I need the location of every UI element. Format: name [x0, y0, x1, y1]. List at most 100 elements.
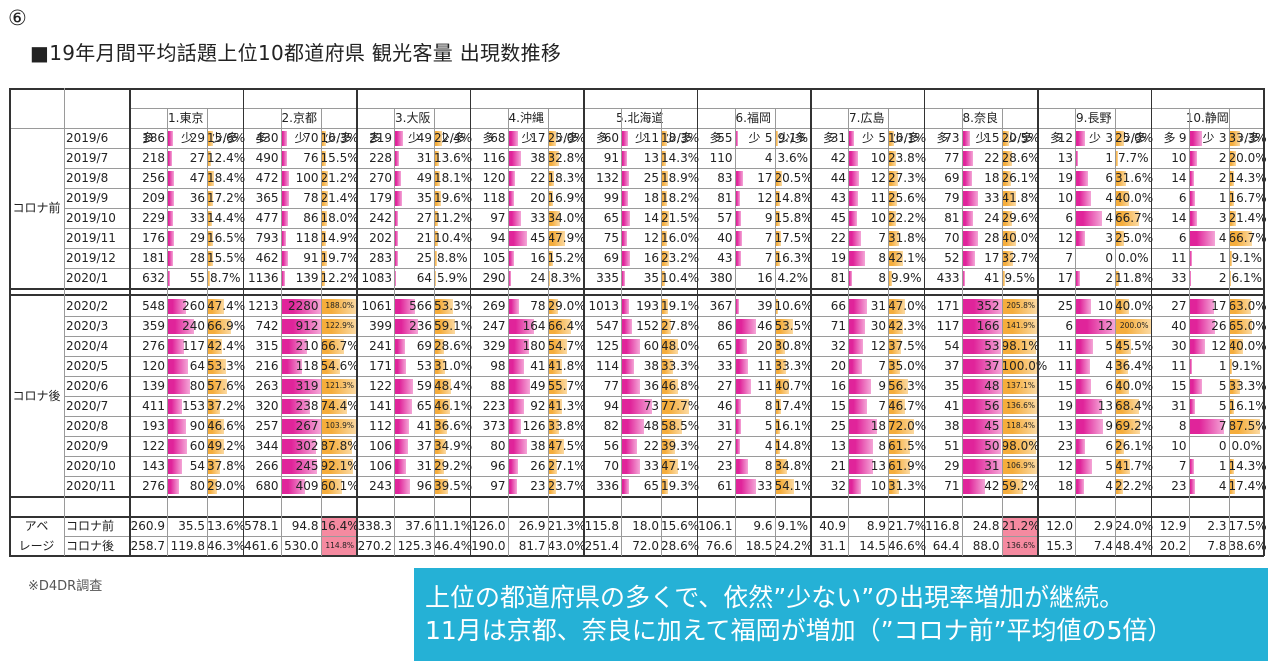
ratio-bar — [1115, 338, 1132, 354]
ratio-bar — [434, 230, 438, 246]
few-bar — [961, 250, 975, 266]
average-label: レージ — [18, 539, 55, 553]
few-value: 210 — [295, 339, 319, 353]
few-value: 8 — [878, 271, 886, 285]
few-bar — [1188, 190, 1196, 206]
few-bar — [961, 418, 1002, 434]
grid-line — [207, 108, 208, 556]
ratio-value: 14.9% — [320, 231, 359, 245]
many-value: 433 — [936, 271, 960, 285]
ratio-bar — [1228, 338, 1243, 354]
many-value: 117 — [936, 319, 960, 333]
ratio-value: 32.7% — [1001, 251, 1040, 265]
few-bar — [961, 270, 966, 286]
ratio-value: 28.6% — [661, 539, 700, 553]
grid-line — [64, 316, 1264, 317]
ratio-bar — [207, 150, 212, 166]
few-value: 60 — [643, 339, 659, 353]
few-bar — [280, 318, 321, 334]
grid-line — [547, 108, 549, 556]
ratio-bar — [434, 270, 437, 286]
ratio-value: 42.4% — [207, 339, 246, 353]
few-value: 31 — [870, 299, 886, 313]
ratio-bar — [434, 130, 442, 146]
ratio-value: 87.8% — [320, 439, 359, 453]
ratio-bar — [547, 378, 568, 394]
ratio-value: 20.0% — [1228, 151, 1267, 165]
few-value: 26 — [530, 459, 546, 473]
many-value: 65 — [717, 339, 733, 353]
few-value: 37 — [984, 359, 1000, 373]
few-bar — [1075, 378, 1091, 394]
few-bar — [961, 378, 1002, 394]
few-bar — [280, 130, 287, 146]
few-value: 16 — [643, 251, 659, 265]
many-value: 462 — [255, 251, 279, 265]
ratio-value: 22.2% — [888, 211, 927, 225]
ratio-value: 22.4% — [434, 131, 473, 145]
month-label: 2019/11 — [66, 231, 116, 245]
few-bar — [621, 190, 629, 206]
few-bar — [1188, 170, 1195, 186]
ratio-value: 41.8% — [547, 359, 586, 373]
ratio-bar — [774, 338, 786, 354]
ratio-value: 33.3% — [1228, 379, 1267, 393]
many-value: 23 — [717, 459, 733, 473]
ratio-bar — [774, 358, 787, 374]
ratio-bar — [888, 358, 901, 374]
subheader: 少 — [407, 131, 420, 145]
ratio-value: 46.8% — [661, 379, 700, 393]
few-value: 37.6 — [405, 519, 432, 533]
ratio-value: 15.5% — [320, 151, 359, 165]
many-value: 97 — [490, 211, 506, 225]
subheader: 少 — [748, 131, 761, 145]
few-value: 238 — [295, 399, 319, 413]
few-value: 5 — [1105, 339, 1113, 353]
few-value: 11 — [870, 191, 886, 205]
ratio-bar — [320, 418, 356, 434]
few-bar — [167, 190, 174, 206]
subheader: 少/多 — [437, 131, 466, 145]
few-bar — [961, 318, 1002, 334]
ratio-value: 66.4% — [547, 319, 586, 333]
few-value: 1 — [1218, 251, 1227, 265]
grid-line — [734, 108, 736, 556]
many-value: 1061 — [361, 299, 392, 313]
many-value: 83 — [717, 171, 733, 185]
few-value: 36 — [643, 379, 659, 393]
ratio-bar — [888, 190, 898, 206]
ratio-value: 43.0% — [547, 539, 586, 553]
few-value: 2 — [1218, 171, 1227, 185]
few-value: 4 — [764, 151, 773, 165]
ratio-value: 14.4% — [207, 211, 246, 225]
many-value: 57 — [717, 211, 733, 225]
many-value: 22 — [830, 231, 846, 245]
ratio-bar — [661, 438, 675, 454]
ratio-value: 8.8% — [437, 251, 468, 265]
ratio-value: 36.4% — [1115, 359, 1154, 373]
many-value: 88 — [490, 379, 506, 393]
ratio-bar — [320, 358, 340, 374]
few-value: 6 — [1105, 379, 1113, 393]
few-value: 20 — [530, 191, 546, 205]
ratio-value: 21.4% — [320, 191, 359, 205]
ratio-bar — [1001, 250, 1014, 266]
ratio-bar — [320, 270, 325, 286]
many-value: 290 — [482, 271, 506, 285]
few-value: 60 — [189, 439, 205, 453]
few-value: 5 — [1218, 399, 1227, 413]
few-bar — [394, 270, 397, 286]
month-label: 2020/9 — [66, 439, 109, 453]
many-value: 69 — [603, 251, 619, 265]
ratio-value: 25.0% — [1115, 131, 1154, 145]
few-bar — [848, 130, 855, 146]
grid-line — [848, 108, 849, 556]
few-bar — [1188, 458, 1195, 474]
prefecture-header: 3.大阪 — [395, 111, 431, 125]
ratio-bar — [320, 478, 342, 494]
many-value: 82 — [603, 419, 619, 433]
ratio-value: 46.6% — [888, 539, 927, 553]
few-bar — [1188, 478, 1196, 494]
few-value: 35 — [643, 271, 659, 285]
group-label: コロナ後 — [12, 389, 61, 403]
